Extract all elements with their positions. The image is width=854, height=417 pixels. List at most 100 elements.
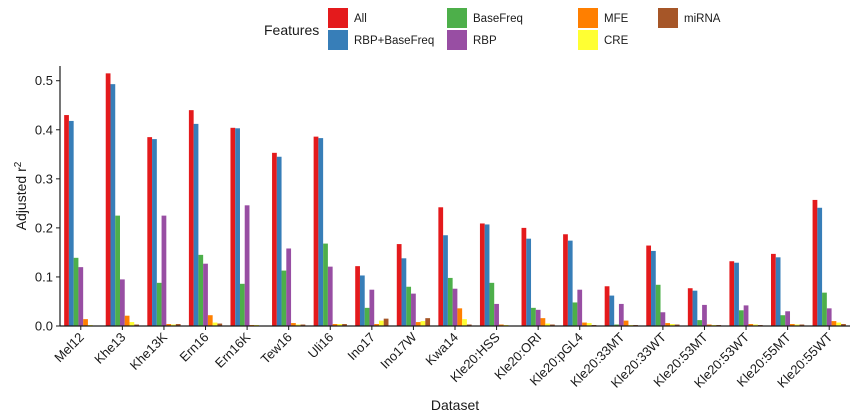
bar-all-kle20-33mt — [604, 286, 610, 326]
bar-rbp-ino17w — [411, 293, 416, 326]
x-tick-label: Khe13K — [127, 329, 171, 373]
bar-cre-ern16 — [212, 322, 218, 326]
x-tick-label: Ino17 — [344, 330, 378, 364]
bar-basefreq-khe13k — [156, 282, 162, 326]
legend-label-rbp: RBP — [473, 35, 497, 47]
legend-label-mirna: miRNA — [684, 13, 721, 25]
bar-rbp-basefreq-mel12 — [68, 120, 74, 327]
bar-cre-khe13 — [129, 322, 135, 326]
bar-all-khe13 — [105, 73, 111, 326]
bar-cre-khe13k — [171, 324, 176, 326]
y-axis: 0.0 0.1 0.2 0.3 0.4 0.5 Adjusted r2 — [13, 66, 61, 334]
bar-cre-kle20-33wt — [670, 324, 675, 326]
bar-rbp-kle20-pgl4 — [577, 289, 583, 326]
bar-mirna-tew16 — [300, 324, 306, 326]
legend-label-mfe: MFE — [604, 13, 629, 25]
bar-cre-kle20-55wt — [836, 322, 842, 326]
bar-mfe-tew16 — [291, 323, 296, 326]
x-tick-label: Uli16 — [305, 330, 337, 362]
legend-swatch-basefreq — [447, 8, 467, 28]
bar-cre-kle20-53wt — [753, 324, 758, 326]
bar-rbp-kle20-33mt — [618, 303, 624, 326]
bar-mfe-khe13k — [166, 324, 172, 326]
x-tick-label: Kwa14 — [422, 330, 461, 369]
bar-rbp-kle20-33wt — [660, 312, 666, 326]
bar-basefreq-kle20-55wt — [822, 292, 827, 326]
bar-cre-ino17 — [378, 320, 384, 326]
bar-all-kle20-55mt — [771, 253, 776, 326]
bar-mfe-kle20-55wt — [831, 321, 837, 326]
bar-basefreq-kwa14 — [447, 277, 453, 326]
bar-mirna-ino17w — [425, 318, 431, 326]
y-tick-label: 0.0 — [35, 319, 53, 334]
bar-mirna-khe13 — [134, 324, 139, 326]
bar-basefreq-kle20-53wt — [738, 310, 744, 326]
plot-area — [64, 73, 846, 327]
bar-mirna-ino17 — [383, 318, 389, 326]
bar-mirna-kle20-55wt — [841, 324, 846, 326]
bar-mirna-kwa14 — [466, 324, 472, 326]
bar-rbp-kle20-53wt — [743, 305, 749, 326]
bar-basefreq-kle20-hss — [489, 282, 495, 326]
bar-mfe-kle20-pgl4 — [582, 322, 587, 326]
bar-mfe-mel12 — [83, 319, 88, 326]
legend: Features All BaseFreq MFE miRNA RBP+BaseFreq R… — [264, 8, 721, 50]
bar-rbp-basefreq-tew16 — [276, 156, 282, 326]
bar-all-ern16 — [188, 110, 194, 326]
bar-basefreq-khe13 — [115, 215, 120, 326]
bar-cre-kwa14 — [462, 319, 467, 326]
y-tick-label: 0.5 — [35, 73, 53, 88]
bar-rbp-basefreq-ino17 — [359, 275, 365, 326]
bar-all-kle20-53mt — [687, 288, 693, 326]
bar-basefreq-ino17w — [406, 286, 412, 326]
bar-rbp-kle20-hss — [494, 303, 499, 326]
x-tick-label: Ino17W — [377, 329, 420, 372]
bar-mfe-kwa14 — [457, 308, 463, 326]
bar-rbp-basefreq-kle20-pgl4 — [567, 240, 573, 326]
bar-basefreq-kle20-55mt — [780, 315, 786, 326]
bar-rbp-kle20-ori — [535, 309, 541, 326]
legend-label-basefreq: BaseFreq — [473, 13, 523, 25]
bar-rbp-ern16k — [244, 205, 250, 326]
bar-mfe-kle20-hss — [498, 324, 504, 326]
bar-rbp-basefreq-uli16 — [318, 138, 324, 326]
bar-cre-ino17w — [420, 321, 426, 326]
bar-all-khe13k — [147, 137, 153, 326]
bar-basefreq-ern16 — [198, 254, 204, 326]
bar-all-kle20-hss — [479, 223, 485, 326]
bar-rbp-ino17 — [369, 289, 375, 326]
bar-rbp-ern16 — [203, 263, 208, 326]
bar-all-kle20-55wt — [812, 199, 818, 326]
legend-swatch-all — [328, 8, 348, 28]
bar-basefreq-kle20-ori — [531, 307, 536, 326]
bar-rbp-basefreq-kle20-33wt — [651, 250, 656, 326]
bar-mirna-khe13k — [175, 324, 181, 326]
bar-rbp-basefreq-kwa14 — [443, 235, 448, 326]
y-axis-title: Adjusted r2 — [13, 161, 29, 230]
y-tick-label: 0.1 — [35, 269, 53, 284]
bar-all-mel12 — [64, 115, 69, 326]
x-tick-label: Ern16K — [212, 329, 254, 371]
bar-all-tew16 — [272, 152, 277, 326]
bar-rbp-uli16 — [327, 266, 333, 326]
bar-mirna-kle20-33wt — [674, 324, 680, 326]
bar-all-uli16 — [313, 136, 319, 326]
bar-mfe-kle20-33mt — [623, 320, 629, 326]
bar-mfe-uli16 — [332, 324, 338, 326]
bar-mfe-ino17 — [374, 324, 379, 326]
bar-basefreq-tew16 — [281, 270, 287, 326]
legend-swatch-rbp-basefreq — [328, 30, 348, 50]
bar-mirna-ern16 — [217, 323, 223, 326]
bar-all-kle20-pgl4 — [563, 234, 568, 326]
bar-cre-kle20-55mt — [794, 324, 800, 326]
bar-mfe-kle20-55mt — [790, 324, 795, 326]
bar-rbp-tew16 — [286, 248, 292, 326]
bar-rbp-khe13k — [161, 215, 167, 326]
bar-all-kle20-33wt — [646, 245, 652, 326]
bar-rbp-basefreq-kle20-ori — [526, 238, 532, 326]
bar-rbp-kle20-53mt — [702, 304, 707, 326]
bar-mfe-kle20-53wt — [748, 324, 754, 326]
